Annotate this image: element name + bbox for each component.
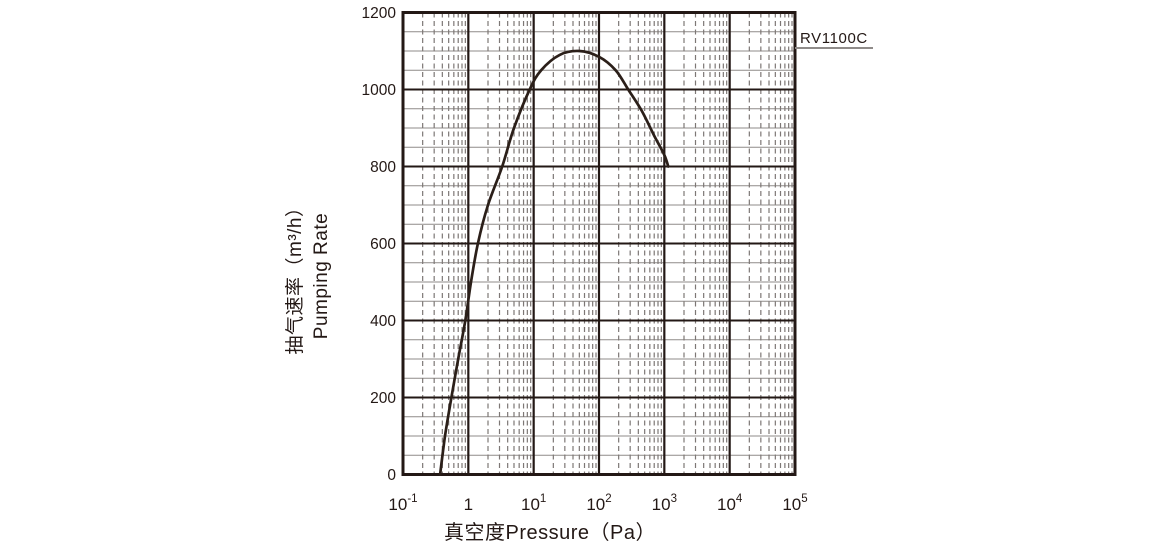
y-tick-label: 1000 [362, 82, 397, 99]
x-tick-label: 101 [521, 493, 546, 514]
x-tick-label: 105 [782, 493, 807, 514]
plot-border [401, 11, 797, 476]
y-axis-title-en: Pumping Rate [311, 212, 332, 340]
x-tick-label: 10-1 [388, 493, 417, 514]
y-axis-tick-labels: 0 200 400 600 800 1000 1200 [362, 5, 397, 484]
y-tick-label: 800 [370, 159, 396, 176]
pump-curve-rv1100c [438, 49, 670, 476]
x-tick-label: 1 [464, 495, 473, 514]
x-tick-label: 104 [717, 493, 743, 514]
y-axis-title: 抽气速率（m³/h） Pumping Rate [283, 197, 335, 354]
x-axis-tick-labels: 10-1 1 101 102 103 104 105 [388, 493, 807, 514]
x-tick-label: 103 [652, 493, 677, 514]
x-tick-label: 102 [586, 493, 611, 514]
y-tick-label: 200 [370, 390, 396, 407]
y-tick-label: 1200 [362, 5, 397, 22]
x-axis-title: 真空度Pressure（Pa） [444, 522, 656, 544]
y-tick-label: 0 [387, 467, 396, 484]
series-label-rv1100c: RV1100C [795, 30, 873, 49]
y-axis-title-cn: 抽气速率（m³/h） [285, 197, 306, 355]
y-tick-label: 600 [370, 236, 396, 253]
y-tick-label: 400 [370, 313, 396, 330]
